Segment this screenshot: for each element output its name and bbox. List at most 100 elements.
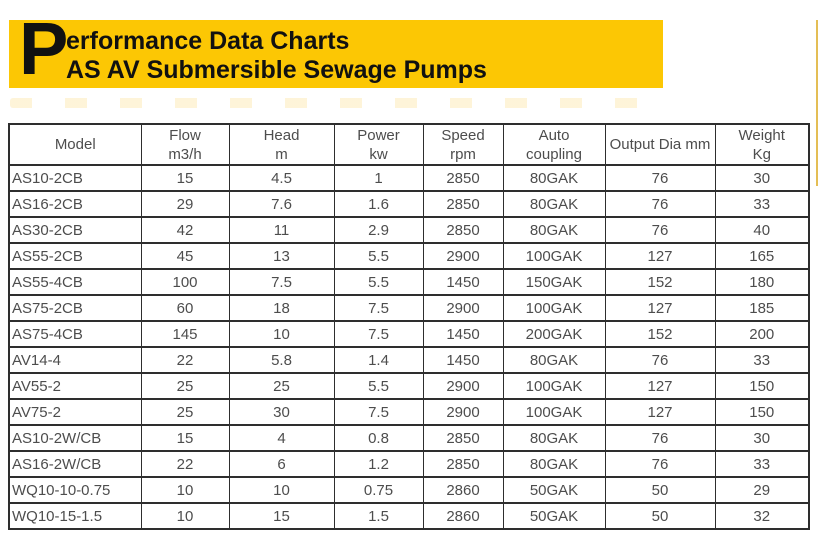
value-cell: 7.5 (333, 398, 424, 426)
header-model: Model (8, 123, 142, 166)
value-cell: 13 (228, 242, 335, 270)
value-cell: 6 (228, 450, 335, 478)
value-cell: 80GAK (502, 450, 606, 478)
value-cell: 2860 (422, 476, 504, 504)
value-cell: 2850 (422, 424, 504, 452)
value-cell: 50 (604, 476, 716, 504)
header-flow: Flow m3/h (140, 123, 230, 166)
value-cell: 2860 (422, 502, 504, 530)
table-row: AS75-4CB 145 10 7.5 1450 200GAK 152 200 (8, 320, 810, 348)
table-row: WQ10-10-0.75 10 10 0.75 2860 50GAK 50 29 (8, 476, 810, 504)
value-cell: 33 (714, 190, 810, 218)
value-cell: 7.5 (333, 320, 424, 348)
table-row: WQ10-15-1.5 10 15 1.5 2860 50GAK 50 32 (8, 502, 810, 530)
value-cell: 0.8 (333, 424, 424, 452)
value-cell: 2900 (422, 294, 504, 322)
value-cell: 127 (604, 242, 716, 270)
value-cell: 1.2 (333, 450, 424, 478)
value-cell: 45 (140, 242, 230, 270)
value-cell: 33 (714, 450, 810, 478)
model-cell: WQ10-15-1.5 (8, 502, 142, 530)
value-cell: 4 (228, 424, 335, 452)
table-row: AS16-2W/CB 22 6 1.2 2850 80GAK 76 33 (8, 450, 810, 478)
value-cell: 1450 (422, 268, 504, 296)
value-cell: 152 (604, 320, 716, 348)
value-cell: 2850 (422, 164, 504, 192)
value-cell: 100 (140, 268, 230, 296)
value-cell: 145 (140, 320, 230, 348)
value-cell: 2850 (422, 450, 504, 478)
table-body: AS10-2CB 15 4.5 1 2850 80GAK 76 30 AS16-2CB 29 7.6… (8, 164, 810, 530)
value-cell: 2850 (422, 190, 504, 218)
table-row: AS10-2CB 15 4.5 1 2850 80GAK 76 30 (8, 164, 810, 192)
value-cell: 76 (604, 346, 716, 374)
value-cell: 33 (714, 346, 810, 374)
value-cell: 22 (140, 346, 230, 374)
value-cell: 127 (604, 398, 716, 426)
value-cell: 80GAK (502, 216, 606, 244)
value-cell: 1.6 (333, 190, 424, 218)
table-row: AS55-4CB 100 7.5 5.5 1450 150GAK 152 180 (8, 268, 810, 296)
model-cell: AS75-4CB (8, 320, 142, 348)
value-cell: 11 (228, 216, 335, 244)
value-cell: 30 (228, 398, 335, 426)
table-row: AV75-2 25 30 7.5 2900 100GAK 127 150 (8, 398, 810, 426)
value-cell: 25 (140, 398, 230, 426)
value-cell: 76 (604, 190, 716, 218)
value-cell: 2850 (422, 216, 504, 244)
value-cell: 42 (140, 216, 230, 244)
model-cell: AS30-2CB (8, 216, 142, 244)
table-row: AV14-4 22 5.8 1.4 1450 80GAK 76 33 (8, 346, 810, 374)
value-cell: 5.8 (228, 346, 335, 374)
value-cell: 4.5 (228, 164, 335, 192)
value-cell: 2900 (422, 398, 504, 426)
table-row: AS55-2CB 45 13 5.5 2900 100GAK 127 165 (8, 242, 810, 270)
value-cell: 1450 (422, 320, 504, 348)
value-cell: 80GAK (502, 424, 606, 452)
table-row: AS16-2CB 29 7.6 1.6 2850 80GAK 76 33 (8, 190, 810, 218)
value-cell: 200GAK (502, 320, 606, 348)
value-cell: 50 (604, 502, 716, 530)
value-cell: 152 (604, 268, 716, 296)
value-cell: 185 (714, 294, 810, 322)
value-cell: 1.4 (333, 346, 424, 374)
value-cell: 76 (604, 424, 716, 452)
value-cell: 76 (604, 450, 716, 478)
value-cell: 50GAK (502, 476, 606, 504)
value-cell: 80GAK (502, 190, 606, 218)
value-cell: 32 (714, 502, 810, 530)
value-cell: 5.5 (333, 268, 424, 296)
value-cell: 18 (228, 294, 335, 322)
model-cell: AS75-2CB (8, 294, 142, 322)
value-cell: 15 (140, 424, 230, 452)
value-cell: 10 (140, 476, 230, 504)
value-cell: 10 (228, 476, 335, 504)
value-cell: 60 (140, 294, 230, 322)
value-cell: 100GAK (502, 242, 606, 270)
header-output-dia: Output Dia mm (604, 123, 716, 166)
value-cell: 5.5 (333, 242, 424, 270)
model-cell: AV55-2 (8, 372, 142, 400)
value-cell: 10 (228, 320, 335, 348)
header-power: Power kw (333, 123, 424, 166)
value-cell: 76 (604, 164, 716, 192)
value-cell: 127 (604, 372, 716, 400)
header-auto-coupling: Auto coupling (502, 123, 606, 166)
value-cell: 100GAK (502, 294, 606, 322)
value-cell: 15 (228, 502, 335, 530)
gold-accent-line (816, 20, 818, 186)
value-cell: 1.5 (333, 502, 424, 530)
value-cell: 10 (140, 502, 230, 530)
model-cell: AS16-2W/CB (8, 450, 142, 478)
model-cell: AV75-2 (8, 398, 142, 426)
value-cell: 80GAK (502, 346, 606, 374)
model-cell: AS55-4CB (8, 268, 142, 296)
value-cell: 150 (714, 372, 810, 400)
value-cell: 29 (714, 476, 810, 504)
model-cell: AV14-4 (8, 346, 142, 374)
value-cell: 165 (714, 242, 810, 270)
title-banner: P erformance Data Charts AS AV Submersib… (9, 7, 663, 90)
value-cell: 22 (140, 450, 230, 478)
header-head: Head m (228, 123, 335, 166)
value-cell: 127 (604, 294, 716, 322)
